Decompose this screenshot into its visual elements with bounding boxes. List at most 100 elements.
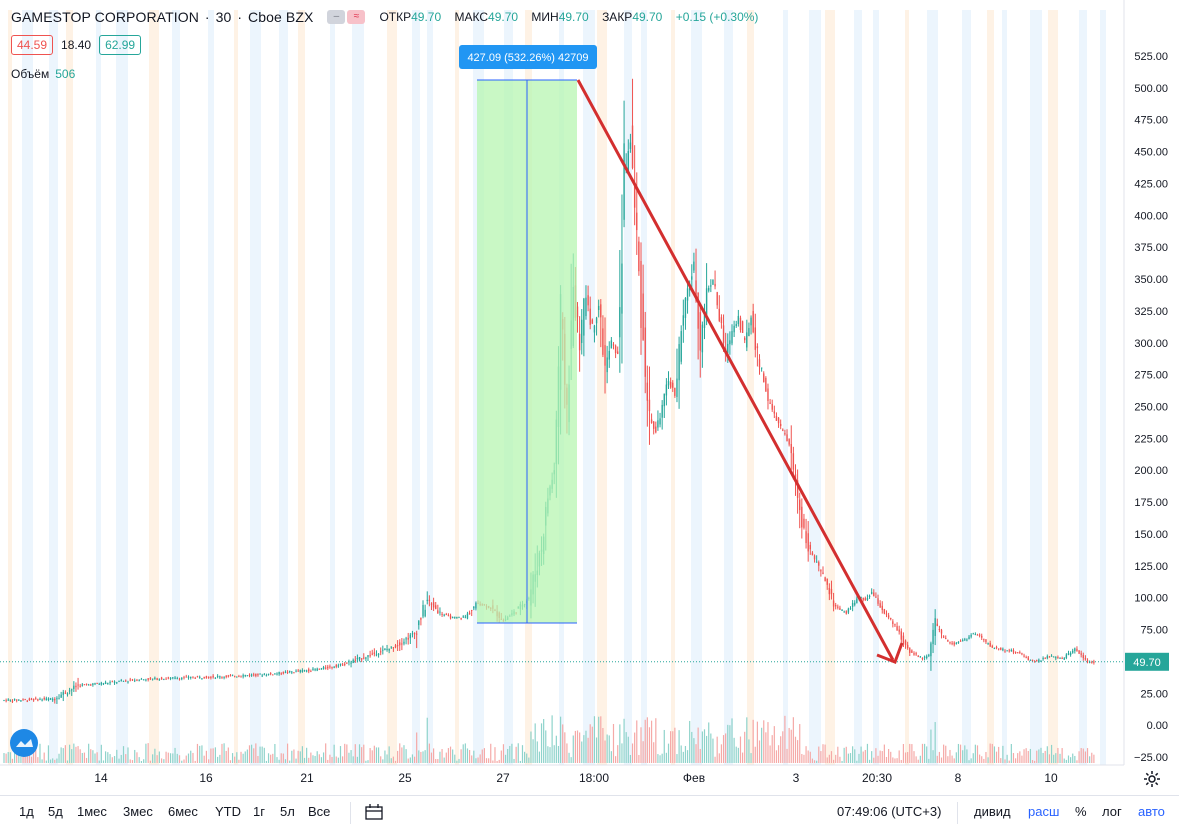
settings-gear-icon[interactable]	[1143, 770, 1161, 788]
candle-body	[225, 675, 227, 678]
time-tick-label: 20:30	[862, 771, 892, 785]
volume-bar	[1053, 754, 1055, 763]
symbol-name[interactable]: GAMESTOP CORPORATION	[11, 9, 199, 25]
candle-body	[83, 684, 86, 686]
tradingview-logo-icon[interactable]	[10, 729, 38, 757]
volume-bar	[1091, 752, 1093, 763]
candle-body	[190, 676, 192, 678]
volume-bar	[875, 748, 877, 763]
candle-body	[708, 287, 710, 291]
volume-bar	[621, 743, 623, 763]
clock[interactable]: 07:49:06 (UTC+3)	[837, 804, 942, 819]
range-6m[interactable]: 6мес	[168, 804, 198, 819]
volume-bar	[246, 749, 248, 763]
volume-bar	[214, 747, 216, 763]
volume-bar	[477, 757, 479, 763]
volume-bar	[104, 751, 107, 763]
candle-body	[66, 693, 69, 695]
candle-body	[363, 657, 365, 659]
range-5y[interactable]: 5л	[280, 804, 295, 819]
candle-body	[890, 617, 892, 620]
candle-body	[856, 598, 858, 603]
candle-body	[1036, 660, 1038, 662]
candle-body	[198, 676, 201, 679]
range-all[interactable]: Все	[308, 804, 331, 819]
price-tick-label: −25.00	[1134, 752, 1168, 764]
price-tick-label: 200.00	[1134, 465, 1168, 477]
volume-bar	[896, 758, 898, 763]
volume-bar	[350, 750, 352, 763]
date-range-icon[interactable]	[365, 804, 383, 820]
price-chart[interactable]: 427.09 (532.26%) 42709 525.00 500.00 475.0…	[0, 0, 1179, 795]
candle-body	[767, 388, 769, 401]
volume-bar	[102, 760, 105, 763]
candle-body	[291, 671, 293, 673]
volume-bar	[1063, 758, 1065, 763]
candle-body	[1086, 660, 1089, 662]
volume-bar	[41, 759, 43, 763]
candle-body	[274, 673, 276, 675]
session-band	[22, 10, 33, 765]
minus-icon[interactable]: –	[327, 10, 346, 24]
volume-bar	[203, 755, 205, 763]
volume-bar	[134, 749, 136, 763]
candle-body	[375, 654, 378, 656]
volume-bar	[976, 745, 979, 763]
range-1d[interactable]: 1д	[19, 804, 34, 819]
auto-scale-toggle[interactable]: авто	[1138, 804, 1165, 819]
candle-body	[864, 598, 867, 601]
candle-body	[435, 605, 437, 609]
volume-bar	[957, 743, 960, 763]
candle-body	[1046, 656, 1049, 659]
percent-scale-toggle[interactable]: %	[1075, 804, 1087, 819]
volume-bar	[1019, 751, 1021, 763]
candle-body	[1004, 650, 1006, 652]
volume-legend[interactable]: Объём 506	[11, 67, 76, 81]
candle-body	[68, 690, 71, 692]
range-1m[interactable]: 1мес	[77, 804, 107, 819]
candle-body	[187, 676, 190, 679]
time-axis[interactable]: 14 16 21 25 27 18:00 Фев 3 20:30 8 10	[94, 771, 1058, 785]
volume-bar	[331, 756, 333, 763]
interval[interactable]: 30	[215, 9, 232, 25]
volume-bar	[536, 741, 538, 763]
candle-body	[691, 276, 693, 280]
volume-bar	[167, 752, 169, 763]
visibility-toggle[interactable]: – ≈	[327, 10, 366, 24]
range-1y[interactable]: 1г	[253, 804, 265, 819]
volume-bar	[190, 750, 192, 763]
range-ytd[interactable]: YTD	[215, 804, 241, 819]
range-3m[interactable]: 3мес	[123, 804, 153, 819]
spread-boxes: 44.59 18.40 62.99	[11, 35, 142, 55]
candle-body	[667, 380, 670, 386]
trend-arrow[interactable]	[576, 79, 904, 664]
wave-icon[interactable]: ≈	[347, 10, 366, 24]
volume-bar	[938, 751, 940, 763]
candle-body	[451, 617, 454, 619]
volume-bar	[570, 757, 572, 763]
volume-bar	[991, 743, 993, 763]
bid-box[interactable]: 44.59	[11, 35, 54, 55]
candle-body	[638, 241, 640, 272]
volume-bar	[868, 759, 871, 763]
candle-body	[149, 678, 152, 680]
time-tick-label: Фев	[683, 771, 705, 785]
extended-hours-toggle[interactable]: расш	[1028, 804, 1060, 819]
ask-box[interactable]: 62.99	[99, 35, 142, 55]
dividends-toggle[interactable]: дивид	[974, 804, 1011, 819]
candle-body	[216, 676, 219, 678]
log-scale-toggle[interactable]: лог	[1102, 804, 1122, 819]
volume-bar	[898, 750, 900, 763]
volume-bar	[284, 759, 287, 763]
volume-bar	[500, 750, 502, 763]
volume-bar	[397, 750, 399, 763]
volume-bar	[860, 746, 862, 763]
volume-bar	[447, 748, 450, 763]
candle-body	[156, 678, 158, 680]
candle-body	[1088, 661, 1091, 663]
candle-body	[659, 418, 661, 425]
range-5d[interactable]: 5д	[48, 804, 63, 819]
candle-body	[454, 616, 456, 618]
price-axis[interactable]: 525.00 500.00 475.00 450.00 425.00 400.00 375.…	[1134, 51, 1168, 764]
candle-body	[47, 698, 50, 701]
